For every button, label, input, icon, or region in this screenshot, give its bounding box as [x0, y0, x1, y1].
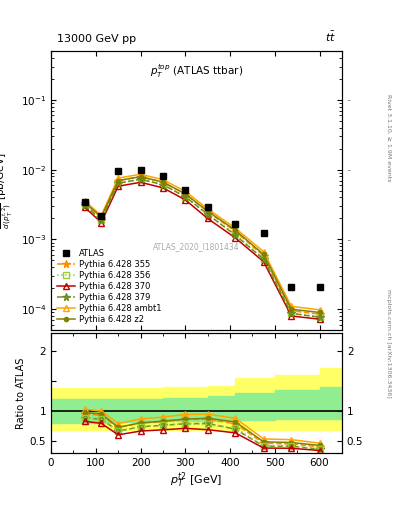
Pythia 6.428 355 [261, 253, 266, 259]
Pythia 6.428 355 [82, 200, 87, 206]
Pythia 6.428 379 [116, 180, 121, 186]
Line: Pythia 6.428 370: Pythia 6.428 370 [82, 180, 322, 322]
Pythia 6.428 z2 [99, 214, 104, 220]
Pythia 6.428 z2 [183, 191, 188, 197]
Pythia 6.428 356 [161, 182, 165, 188]
Pythia 6.428 ambt1 [261, 248, 266, 254]
Pythia 6.428 379 [183, 194, 188, 200]
Pythia 6.428 379 [82, 202, 87, 208]
Pythia 6.428 370 [138, 179, 143, 185]
Legend: ATLAS, Pythia 6.428 355, Pythia 6.428 356, Pythia 6.428 370, Pythia 6.428 379, P: ATLAS, Pythia 6.428 355, Pythia 6.428 35… [55, 247, 163, 326]
Pythia 6.428 370 [261, 259, 266, 265]
Pythia 6.428 355 [317, 311, 322, 317]
ATLAS [138, 167, 143, 173]
Pythia 6.428 370 [233, 235, 238, 241]
Pythia 6.428 356 [82, 202, 87, 208]
Pythia 6.428 355 [116, 178, 121, 184]
Pythia 6.428 379 [205, 211, 210, 217]
ATLAS [317, 284, 322, 290]
Pythia 6.428 ambt1 [233, 225, 238, 231]
Pythia 6.428 356 [317, 314, 322, 320]
Pythia 6.428 356 [233, 231, 238, 238]
Pythia 6.428 356 [205, 212, 210, 218]
Pythia 6.428 379 [317, 314, 322, 320]
Pythia 6.428 370 [82, 204, 87, 210]
Pythia 6.428 356 [261, 255, 266, 262]
Text: 13000 GeV pp: 13000 GeV pp [57, 34, 136, 44]
Pythia 6.428 ambt1 [161, 177, 165, 183]
Pythia 6.428 z2 [82, 199, 87, 205]
Pythia 6.428 356 [183, 194, 188, 200]
Pythia 6.428 ambt1 [289, 303, 294, 309]
Pythia 6.428 356 [289, 310, 294, 316]
Pythia 6.428 370 [317, 316, 322, 322]
Pythia 6.428 ambt1 [205, 206, 210, 212]
Y-axis label: Ratio to ATLAS: Ratio to ATLAS [16, 357, 26, 429]
ATLAS [233, 221, 238, 227]
Line: Pythia 6.428 ambt1: Pythia 6.428 ambt1 [82, 172, 322, 313]
Pythia 6.428 z2 [161, 179, 165, 185]
Pythia 6.428 355 [233, 228, 238, 234]
Pythia 6.428 355 [289, 308, 294, 314]
Pythia 6.428 355 [138, 174, 143, 180]
Pythia 6.428 379 [289, 310, 294, 316]
ATLAS [116, 168, 121, 174]
Pythia 6.428 z2 [261, 251, 266, 258]
Pythia 6.428 z2 [317, 309, 322, 315]
ATLAS [261, 230, 266, 236]
ATLAS [205, 204, 210, 210]
Pythia 6.428 355 [99, 215, 104, 221]
Pythia 6.428 z2 [138, 174, 143, 180]
Line: Pythia 6.428 356: Pythia 6.428 356 [82, 177, 322, 319]
Pythia 6.428 ambt1 [317, 307, 322, 313]
Pythia 6.428 379 [161, 182, 165, 188]
Pythia 6.428 355 [205, 209, 210, 215]
Text: $t\bar{t}$: $t\bar{t}$ [325, 30, 336, 44]
Pythia 6.428 379 [261, 256, 266, 262]
Pythia 6.428 z2 [116, 178, 121, 184]
Pythia 6.428 370 [205, 216, 210, 222]
Pythia 6.428 ambt1 [116, 175, 121, 181]
Pythia 6.428 ambt1 [99, 212, 104, 219]
Pythia 6.428 379 [99, 217, 104, 223]
Pythia 6.428 355 [161, 179, 165, 185]
Pythia 6.428 z2 [205, 208, 210, 214]
Pythia 6.428 355 [183, 191, 188, 197]
ATLAS [82, 199, 87, 205]
Pythia 6.428 370 [99, 220, 104, 226]
ATLAS [289, 284, 294, 290]
Pythia 6.428 379 [138, 176, 143, 182]
Pythia 6.428 z2 [289, 306, 294, 312]
Pythia 6.428 356 [99, 217, 104, 223]
ATLAS [99, 212, 104, 219]
Line: Pythia 6.428 z2: Pythia 6.428 z2 [83, 175, 321, 314]
Text: ATLAS_2020_I1801434: ATLAS_2020_I1801434 [153, 242, 240, 251]
Text: $p_T^{top}$ (ATLAS ttbar): $p_T^{top}$ (ATLAS ttbar) [150, 62, 243, 80]
Pythia 6.428 z2 [233, 227, 238, 233]
Line: ATLAS: ATLAS [81, 166, 323, 290]
Pythia 6.428 ambt1 [138, 171, 143, 177]
Pythia 6.428 356 [138, 176, 143, 182]
Pythia 6.428 379 [233, 232, 238, 238]
Y-axis label: $\frac{d\sigma}{d\,(p_T^{t,2})}$ [pb/GeV]: $\frac{d\sigma}{d\,(p_T^{t,2})}$ [pb/GeV… [0, 153, 15, 229]
Pythia 6.428 ambt1 [183, 188, 188, 195]
Pythia 6.428 ambt1 [82, 198, 87, 204]
Pythia 6.428 370 [116, 183, 121, 189]
X-axis label: $p_T^{t2}$ [GeV]: $p_T^{t2}$ [GeV] [170, 471, 223, 490]
ATLAS [183, 186, 188, 193]
Line: Pythia 6.428 379: Pythia 6.428 379 [81, 176, 323, 321]
Pythia 6.428 356 [116, 180, 121, 186]
Pythia 6.428 370 [183, 197, 188, 203]
Line: Pythia 6.428 355: Pythia 6.428 355 [81, 173, 323, 318]
ATLAS [161, 174, 165, 180]
Pythia 6.428 370 [289, 313, 294, 319]
Text: mcplots.cern.ch [arXiv:1306.3436]: mcplots.cern.ch [arXiv:1306.3436] [386, 289, 391, 397]
Text: Rivet 3.1.10, ≥ 1.9M events: Rivet 3.1.10, ≥ 1.9M events [386, 95, 391, 182]
Pythia 6.428 370 [161, 185, 165, 191]
